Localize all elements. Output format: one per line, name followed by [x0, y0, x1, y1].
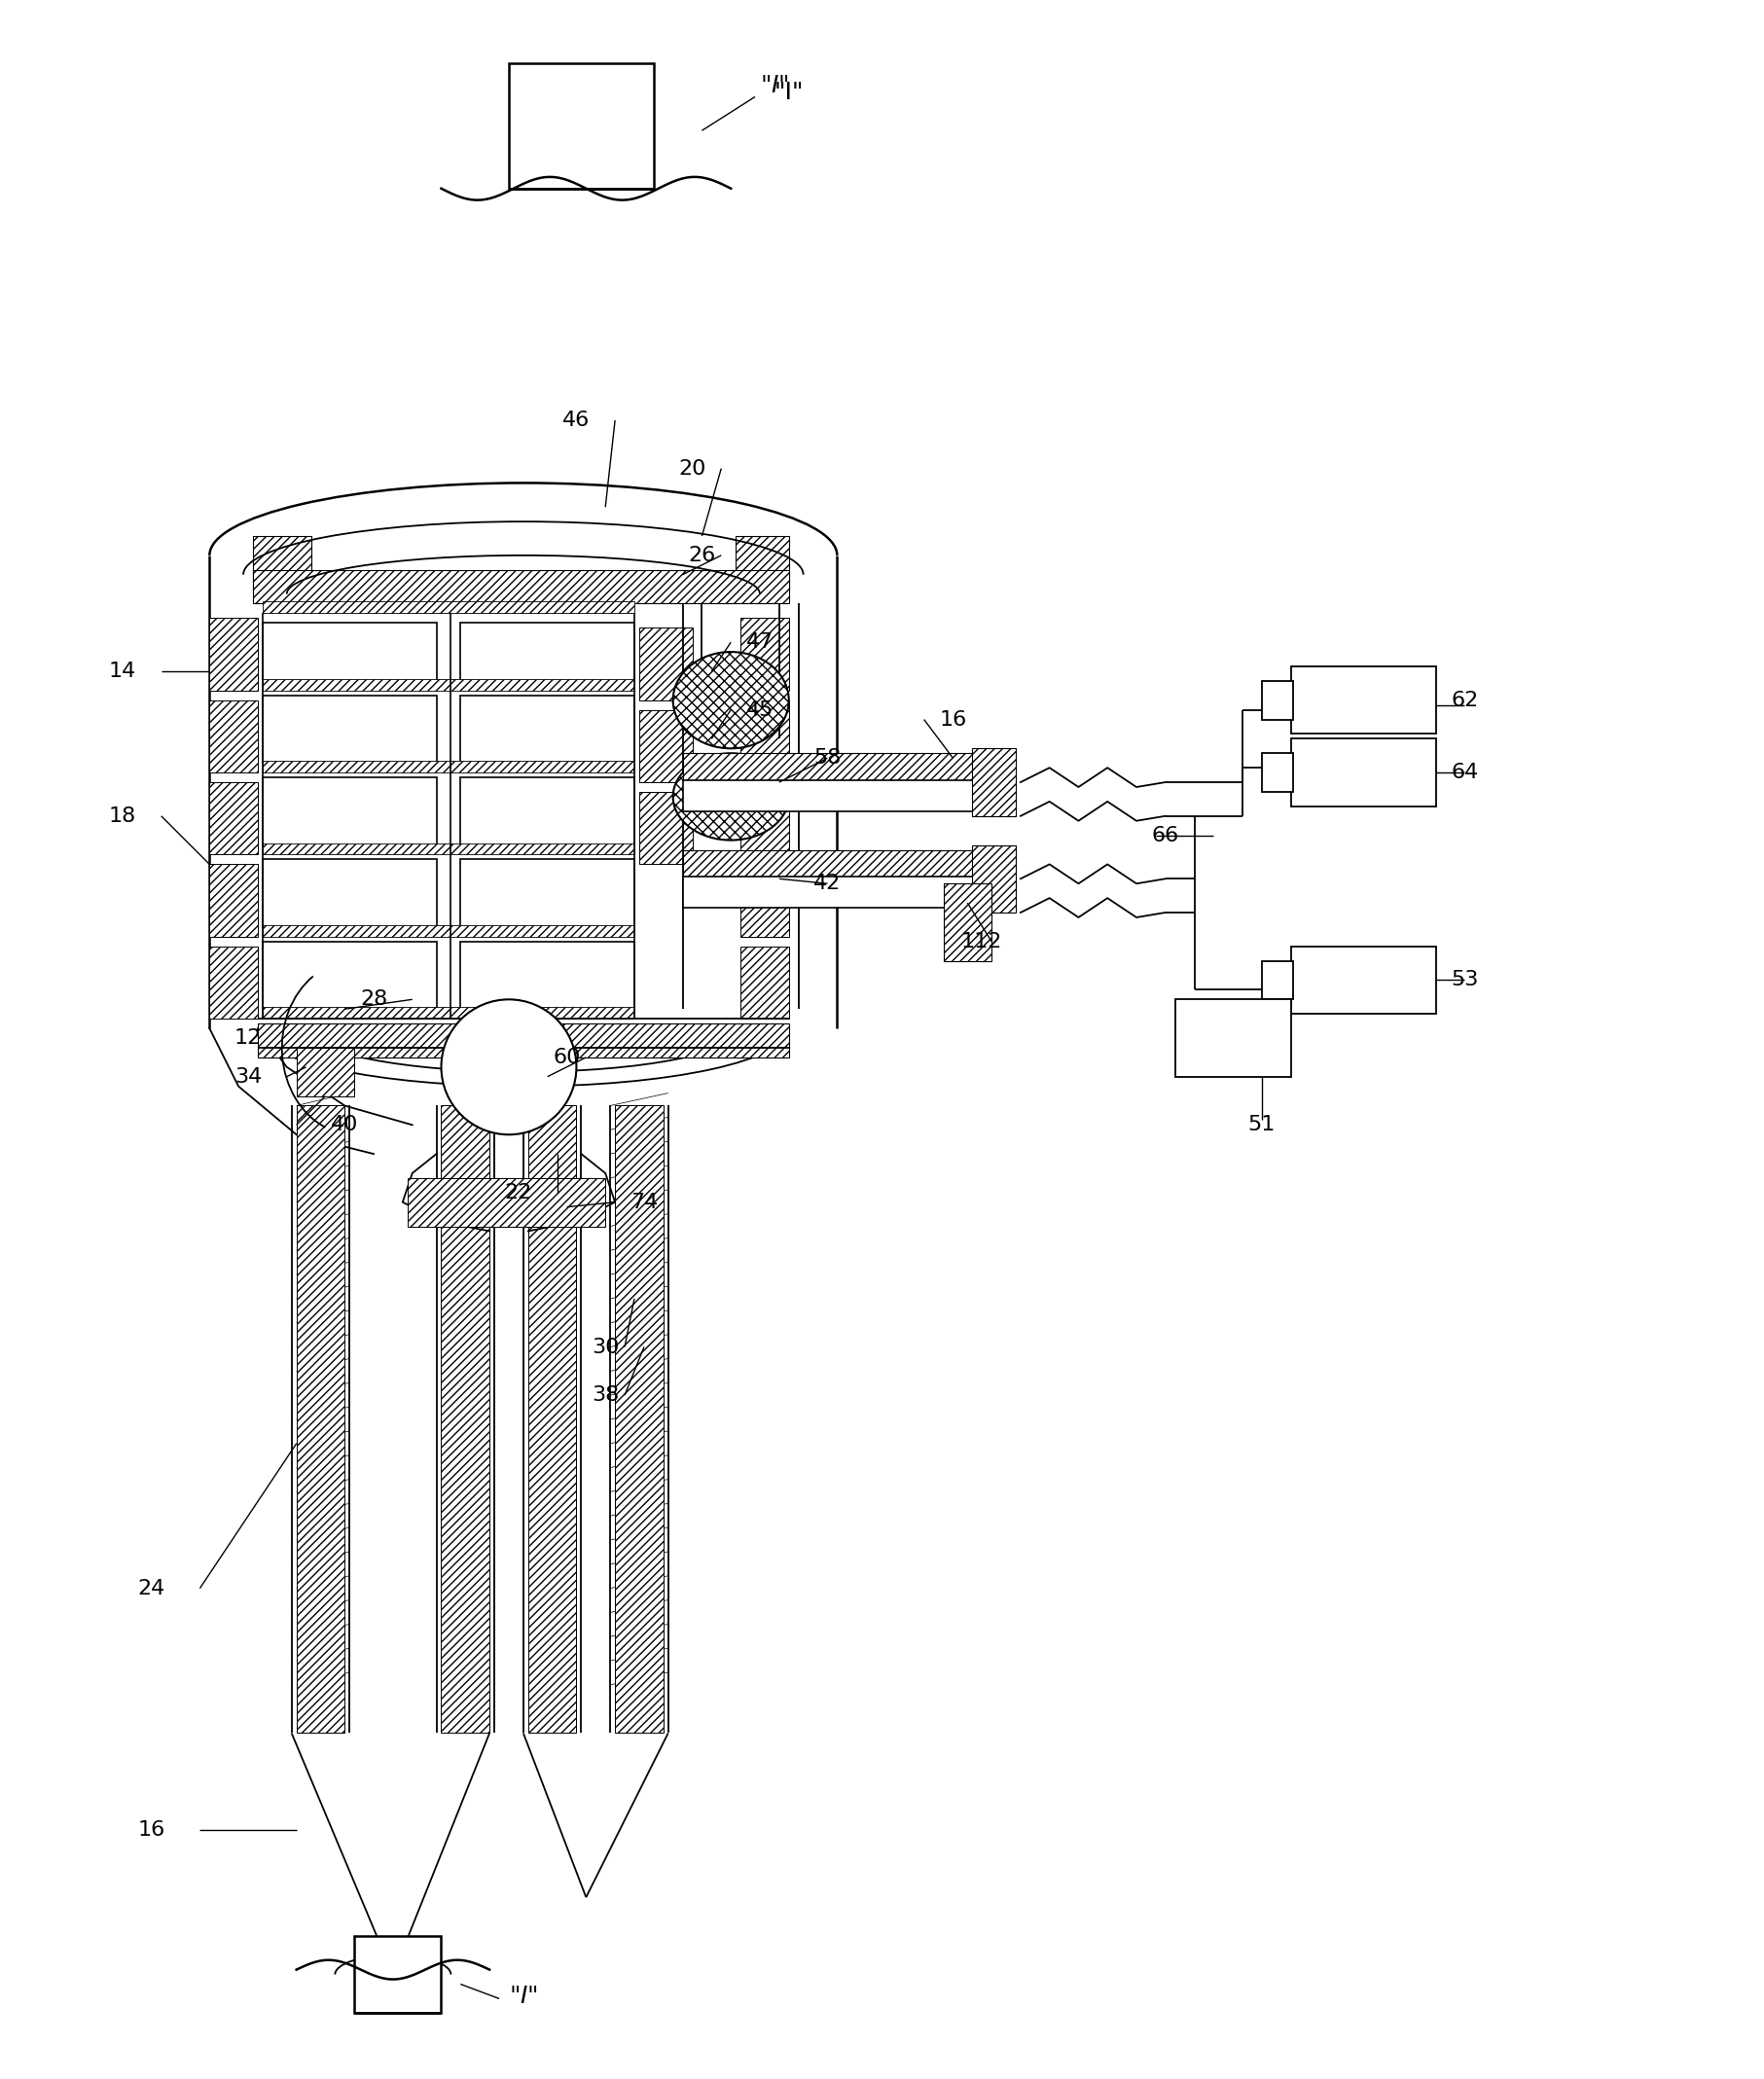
Text: 60: 60 [552, 1048, 580, 1067]
Ellipse shape [672, 653, 789, 748]
Bar [639, 628, 691, 701]
Bar [460, 624, 635, 680]
Bar [263, 761, 635, 773]
Text: "I": "I" [774, 81, 804, 104]
Text: 24: 24 [138, 1578, 166, 1599]
Bar [210, 617, 258, 690]
Bar [741, 946, 789, 1019]
Bar [616, 1106, 663, 1734]
Bar [508, 62, 654, 189]
Text: "$I$": "$I$" [760, 75, 789, 98]
Bar [639, 792, 691, 865]
Bar [683, 877, 991, 909]
Text: 58: 58 [813, 748, 841, 767]
Bar [460, 778, 635, 844]
Bar [263, 680, 635, 690]
Bar [210, 946, 258, 1019]
Bar [1261, 753, 1293, 792]
Bar [683, 753, 991, 782]
Text: 62: 62 [1452, 690, 1478, 709]
Bar [460, 859, 635, 927]
Bar [1291, 946, 1436, 1015]
Bar [460, 942, 635, 1008]
Circle shape [441, 1000, 577, 1135]
Bar [741, 865, 789, 938]
Bar [263, 1006, 635, 1019]
Bar [741, 701, 789, 773]
Ellipse shape [672, 753, 789, 840]
Bar [263, 942, 436, 1008]
Bar [263, 859, 436, 927]
Bar [944, 884, 991, 960]
Text: 66: 66 [1152, 825, 1178, 844]
Bar [210, 865, 258, 938]
Bar [736, 536, 789, 588]
Text: 12: 12 [235, 1029, 261, 1048]
Bar [1175, 1000, 1291, 1077]
Text: 38: 38 [591, 1385, 619, 1405]
Bar [252, 536, 310, 588]
Bar [741, 782, 789, 854]
Bar [263, 844, 635, 854]
Bar [1261, 960, 1293, 1000]
Bar [258, 1023, 789, 1058]
Bar [683, 850, 991, 879]
Bar [263, 778, 436, 844]
Text: 20: 20 [679, 459, 706, 478]
Text: "$I$": "$I$" [508, 1985, 538, 2008]
Bar [210, 701, 258, 773]
Text: 34: 34 [235, 1067, 261, 1087]
Text: 53: 53 [1450, 971, 1478, 990]
Bar [1291, 667, 1436, 734]
Bar [972, 748, 1016, 817]
Text: 18: 18 [109, 807, 136, 825]
Bar [263, 694, 436, 763]
Text: 42: 42 [813, 873, 841, 894]
Bar [252, 570, 789, 603]
Text: 22: 22 [505, 1183, 533, 1202]
Bar [972, 844, 1016, 913]
Bar [263, 925, 635, 938]
Bar [1291, 738, 1436, 807]
Bar [741, 617, 789, 690]
Text: 14: 14 [109, 661, 136, 682]
Bar [441, 1106, 490, 1734]
Text: 46: 46 [563, 410, 591, 430]
Text: 45: 45 [746, 701, 774, 719]
Text: 30: 30 [591, 1337, 619, 1358]
Bar [355, 1936, 441, 2012]
Text: 16: 16 [938, 709, 967, 730]
Text: 51: 51 [1249, 1114, 1275, 1135]
Bar [639, 709, 691, 782]
Bar [460, 694, 635, 763]
Text: 74: 74 [630, 1193, 658, 1212]
Bar [263, 601, 635, 613]
Bar [527, 1106, 577, 1734]
Bar [407, 1179, 605, 1227]
Bar [210, 782, 258, 854]
Text: 40: 40 [332, 1114, 358, 1135]
Text: 112: 112 [961, 931, 1002, 952]
Bar [296, 1106, 344, 1734]
Text: 47: 47 [746, 632, 774, 653]
Text: 64: 64 [1452, 763, 1478, 782]
Bar [1261, 680, 1293, 719]
Text: 28: 28 [360, 990, 388, 1008]
Text: 16: 16 [138, 1819, 166, 1840]
Text: 26: 26 [688, 545, 716, 565]
Bar [263, 624, 436, 680]
Bar [683, 780, 991, 811]
Bar [296, 1048, 355, 1096]
